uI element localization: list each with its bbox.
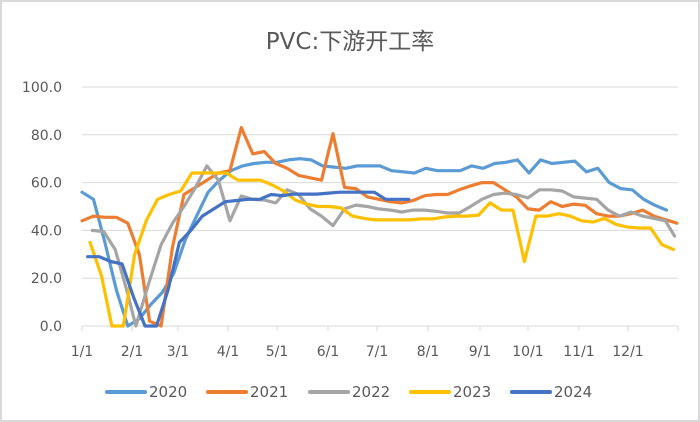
legend-swatch-2024 <box>510 390 552 394</box>
x-tick-label: 1/1 <box>71 344 94 360</box>
legend-label: 2022 <box>352 383 391 401</box>
y-tick-label: 80.0 <box>31 128 62 144</box>
legend-label: 2024 <box>554 383 593 401</box>
x-tick-label: 7/1 <box>366 344 389 360</box>
legend-label: 2020 <box>149 383 188 401</box>
x-tick-label: 9/1 <box>469 344 492 360</box>
legend-swatch-2022 <box>308 390 350 394</box>
series-line-2024 <box>86 190 411 328</box>
x-tick-label: 11/1 <box>563 344 594 360</box>
x-tick-label: 6/1 <box>317 344 340 360</box>
chart-title: PVC:下游开工率 <box>265 29 435 55</box>
legend-swatch-2023 <box>409 390 451 394</box>
legend-item-2023[interactable]: 2023 <box>409 380 491 404</box>
x-tick-label: 2/1 <box>121 344 144 360</box>
x-tick-label: 5/1 <box>266 344 289 360</box>
legend-item-2020[interactable]: 2020 <box>105 380 187 404</box>
legend-label: 2023 <box>453 383 492 401</box>
y-axis-labels: 0.0 20.0 40.0 60.0 80.0 100.0 <box>22 80 62 335</box>
y-tick-label: 60.0 <box>31 176 62 192</box>
series-line-2020 <box>80 157 669 328</box>
legend-swatch-2020 <box>105 390 147 394</box>
series-line-2022 <box>90 164 677 328</box>
legend-swatch-2021 <box>206 390 248 394</box>
y-tick-label: 20.0 <box>31 271 62 287</box>
x-tick-label: 12/1 <box>612 344 643 360</box>
series-lines <box>80 125 679 328</box>
x-tick-label: 4/1 <box>217 344 240 360</box>
x-tick-label: 10/1 <box>512 344 543 360</box>
series-line-2023 <box>88 171 676 328</box>
legend-label: 2021 <box>250 383 289 401</box>
x-tick-label: 3/1 <box>167 344 190 360</box>
legend: 2020 2021 2022 2023 2024 <box>0 380 700 404</box>
y-tick-label: 40.0 <box>31 223 62 239</box>
y-tick-label: 100.0 <box>22 80 62 96</box>
x-tick-label: 8/1 <box>417 344 440 360</box>
x-axis: 1/1 2/1 3/1 4/1 5/1 6/1 7/1 8/1 9/1 10/1 11/1 12/1 <box>71 325 679 360</box>
y-tick-label: 0.0 <box>40 319 62 335</box>
legend-item-2021[interactable]: 2021 <box>206 380 288 404</box>
legend-item-2024[interactable]: 2024 <box>510 380 592 404</box>
gridlines <box>82 86 678 279</box>
legend-item-2022[interactable]: 2022 <box>308 380 390 404</box>
